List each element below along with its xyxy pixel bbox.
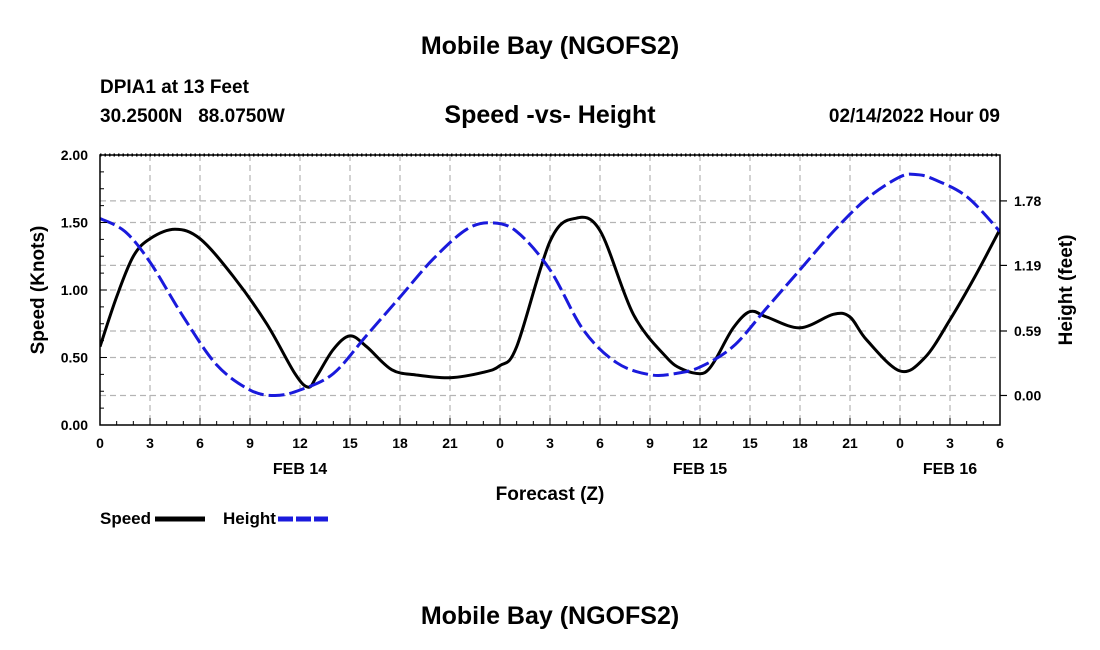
series-line-speed [100,215,1000,389]
series-lines [100,172,1000,397]
x-tick-label: 3 [946,435,954,451]
date-label: FEB 16 [923,461,977,478]
legend-label-height: Height [223,509,276,528]
y-tick-label: 1.50 [61,215,88,231]
date-label: FEB 14 [273,461,327,478]
x-tick-label: 6 [596,435,604,451]
date-label: FEB 15 [673,461,727,478]
x-tick-label: 18 [392,435,408,451]
x-tick-label: 12 [692,435,708,451]
x-tick-label: 21 [442,435,458,451]
x-tick-label: 0 [96,435,104,451]
x-tick-label: 21 [842,435,858,451]
x-tick-label: 6 [996,435,1004,451]
x-tick-label: 15 [342,435,358,451]
chart-subtitle: Speed -vs- Height [444,101,656,129]
y2-axis-label: Height (feet) [1056,235,1077,346]
x-tick-label: 18 [792,435,808,451]
x-tick-label: 9 [646,435,654,451]
y-tick-label: 2.00 [61,147,88,163]
x-tick-label: 15 [742,435,758,451]
y2-tick-label: 1.78 [1014,193,1041,209]
x-tick-label: 12 [292,435,308,451]
y-tick-label: 0.00 [61,417,88,433]
legend: Speed Height [100,509,330,529]
x-tick-label: 3 [146,435,154,451]
x-tick-label: 9 [246,435,254,451]
legend-swatch-speed [155,516,206,522]
y-tick-label: 1.00 [61,282,88,298]
forecast-datetime: 02/14/2022 Hour 09 [828,106,1000,127]
x-tick-label: 3 [546,435,554,451]
axes: 0 3 6 9 12 15 18 21 0 3 6 9 12 15 18 21 0 3 6 FEB 14 FEB 15 F… [61,147,1042,478]
series-line-height [100,172,1000,397]
y-tick-label: 0.50 [61,350,88,366]
x-tick-label: 0 [496,435,504,451]
y2-tick-label: 1.19 [1014,257,1041,273]
y2-tick-label: 0.59 [1014,323,1041,339]
chart-main-title: Mobile Bay (NGOFS2) [420,32,680,60]
x-tick-label: 0 [896,435,904,451]
x-tick-label: 6 [196,435,204,451]
grid-lines [100,155,1000,425]
y-axis-label: Speed (Knots) [28,226,49,355]
x-axis-label: Forecast (Z) [496,484,605,505]
bottom-title: Mobile Bay (NGOFS2) [420,602,680,630]
legend-swatch-height [277,516,328,522]
station-label: DPIA1 at 13 Feet [100,77,249,98]
legend-label-speed: Speed [100,509,152,528]
y2-tick-label: 0.00 [1014,387,1041,403]
station-coordinates: 30.2500N 88.0750W [100,106,285,127]
